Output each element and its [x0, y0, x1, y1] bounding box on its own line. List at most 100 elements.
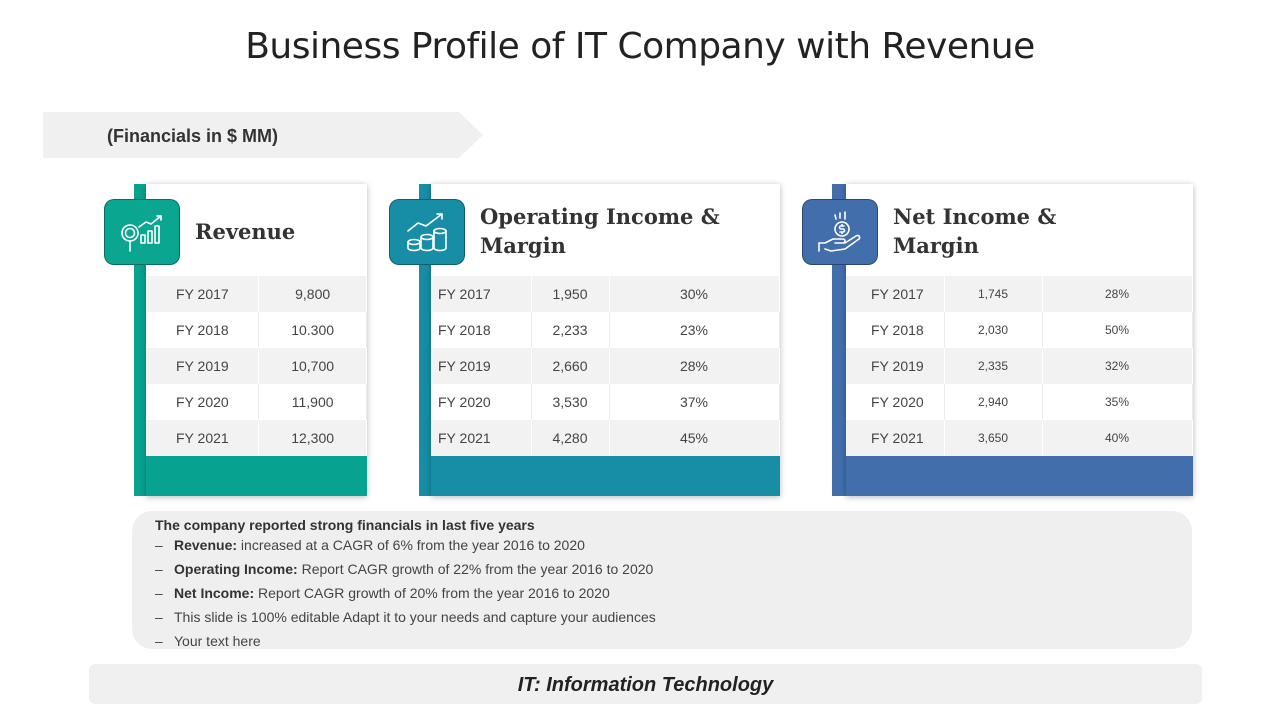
summary-list: – Revenue: increased at a CAGR of 6% from… — [155, 533, 656, 653]
value-cell: 2,030 — [944, 312, 1043, 348]
table-row: FY 2019 10,700 — [146, 348, 367, 384]
bullet-dash: – — [155, 609, 163, 625]
table-row: FY 2017 1,950 30% — [431, 276, 780, 312]
financials-label: (Financials in $ MM) — [107, 126, 279, 146]
table-row: FY 2021 12,300 — [146, 420, 367, 456]
operating-income-icon-box — [389, 199, 465, 265]
value-cell: 32% — [1042, 348, 1193, 384]
fiscal-year-cell: FY 2017 — [146, 276, 260, 312]
bullet-text: Your text here — [174, 633, 261, 649]
value-cell: 40% — [1042, 420, 1193, 456]
table-row: FY 2020 3,530 37% — [431, 384, 780, 420]
bullet-text: Report CAGR growth of 20% from the year … — [254, 585, 610, 601]
revenue-rows: FY 2017 9,800 FY 2018 10.300 FY 2019 10,700 FY… — [146, 276, 367, 456]
revenue-panel: Revenue FY 2017 9,800 FY 2018 10.300 FY 2019… — [146, 184, 367, 496]
value-cell: 2,940 — [944, 384, 1043, 420]
fiscal-year-cell: FY 2019 — [846, 348, 945, 384]
value-cell: 1,950 — [531, 276, 610, 312]
table-row: FY 2018 2,233 23% — [431, 312, 780, 348]
revenue-icon-box — [104, 199, 180, 265]
operating-income-footer-bar — [431, 456, 780, 496]
summary-bullet: – Operating Income: Report CAGR growth of… — [155, 557, 656, 581]
operating-income-table: FY 2017 1,950 30% FY 2018 2,233 23% FY 2019 2,6… — [431, 276, 780, 456]
table-row: FY 2017 9,800 — [146, 276, 367, 312]
fiscal-year-cell: FY 2020 — [431, 384, 532, 420]
summary-bullet: – Revenue: increased at a CAGR of 6% from… — [155, 533, 656, 557]
value-cell: 28% — [609, 348, 780, 384]
value-cell: 50% — [1042, 312, 1193, 348]
fiscal-year-cell: FY 2017 — [846, 276, 945, 312]
value-cell: 2,335 — [944, 348, 1043, 384]
value-cell: 4,280 — [531, 420, 610, 456]
fiscal-year-cell: FY 2021 — [146, 420, 260, 456]
table-row: FY 2017 1,745 28% — [846, 276, 1193, 312]
table-row: FY 2019 2,660 28% — [431, 348, 780, 384]
value-cell: 28% — [1042, 276, 1193, 312]
summary-bullet: – This slide is 100% editable Adapt it to… — [155, 605, 656, 629]
value-cell: 9,800 — [258, 276, 367, 312]
operating-income-heading: Operating Income & Margin — [480, 204, 720, 258]
summary-bullet: – Net Income: Report CAGR growth of 20% f… — [155, 581, 656, 605]
bullet-dash: – — [155, 585, 163, 601]
table-row: FY 2018 2,030 50% — [846, 312, 1193, 348]
bullet-label: Net Income: — [174, 585, 255, 601]
net-income-heading: Net Income & Margin — [893, 204, 1057, 258]
value-cell: 2,233 — [531, 312, 610, 348]
magnifier-growth-chart-icon — [121, 215, 162, 252]
value-cell: 10,700 — [258, 348, 367, 384]
operating-income-rows: FY 2017 1,950 30% FY 2018 2,233 23% FY 2019 2,6… — [431, 276, 780, 456]
footnote: IT: Information Technology — [89, 664, 1202, 704]
summary-heading: The company reported strong financials i… — [155, 517, 535, 533]
net-income-rows: FY 2017 1,745 28% FY 2018 2,030 50% FY 2019 2,3… — [846, 276, 1193, 456]
fiscal-year-cell: FY 2018 — [846, 312, 945, 348]
net-income-table: FY 2017 1,745 28% FY 2018 2,030 50% FY 2019 2,3… — [846, 276, 1193, 456]
value-cell: 30% — [609, 276, 780, 312]
net-income-footer-bar — [846, 456, 1193, 496]
financials-banner: (Financials in $ MM) — [43, 112, 483, 158]
value-cell: 12,300 — [258, 420, 367, 456]
net-income-panel: Net Income & Margin FY 2017 1,745 28% FY 20… — [846, 184, 1193, 496]
value-cell: 45% — [609, 420, 780, 456]
bullet-dash: – — [155, 561, 163, 577]
revenue-footer-bar — [146, 456, 367, 496]
fiscal-year-cell: FY 2021 — [846, 420, 945, 456]
fiscal-year-cell: FY 2021 — [431, 420, 532, 456]
fiscal-year-cell: FY 2017 — [431, 276, 532, 312]
fiscal-year-cell: FY 2018 — [146, 312, 260, 348]
fiscal-year-cell: FY 2020 — [846, 384, 945, 420]
bullet-dash: – — [155, 633, 163, 649]
value-cell: 11,900 — [258, 384, 367, 420]
fiscal-year-cell: FY 2018 — [431, 312, 532, 348]
bullet-text: increased at a CAGR of 6% from the year … — [237, 537, 585, 553]
bullet-label: Revenue: — [174, 537, 238, 553]
bullet-text: Report CAGR growth of 22% from the year … — [297, 561, 654, 577]
net-income-icon-box — [802, 199, 878, 265]
table-row: FY 2021 3,650 40% — [846, 420, 1193, 456]
value-cell: 35% — [1042, 384, 1193, 420]
bullet-label: Operating Income: — [174, 561, 298, 577]
value-cell: 1,745 — [944, 276, 1043, 312]
page-title: Business Profile of IT Company with Reve… — [245, 26, 1035, 67]
value-cell: 37% — [609, 384, 780, 420]
summary-bullet: – Your text here — [155, 629, 656, 653]
bullet-text: This slide is 100% editable Adapt it to … — [174, 609, 656, 625]
value-cell: 23% — [609, 312, 780, 348]
table-row: FY 2018 10.300 — [146, 312, 367, 348]
fiscal-year-cell: FY 2020 — [146, 384, 260, 420]
summary-box: The company reported strong financials i… — [132, 511, 1192, 649]
fiscal-year-cell: FY 2019 — [431, 348, 532, 384]
value-cell: 2,660 — [531, 348, 610, 384]
revenue-heading: Revenue — [195, 219, 296, 244]
value-cell: 3,650 — [944, 420, 1043, 456]
table-row: FY 2021 4,280 45% — [431, 420, 780, 456]
table-row: FY 2019 2,335 32% — [846, 348, 1193, 384]
table-row: FY 2020 11,900 — [146, 384, 367, 420]
value-cell: 3,530 — [531, 384, 610, 420]
table-row: FY 2020 2,940 35% — [846, 384, 1193, 420]
fiscal-year-cell: FY 2019 — [146, 348, 260, 384]
hand-coin-icon — [818, 211, 861, 252]
revenue-table: FY 2017 9,800 FY 2018 10.300 FY 2019 10,700 FY… — [146, 276, 367, 456]
bullet-dash: – — [155, 537, 163, 553]
coins-growth-arrow-icon — [407, 213, 447, 252]
operating-income-panel: Operating Income & Margin FY 2017 1,950 30… — [431, 184, 780, 496]
